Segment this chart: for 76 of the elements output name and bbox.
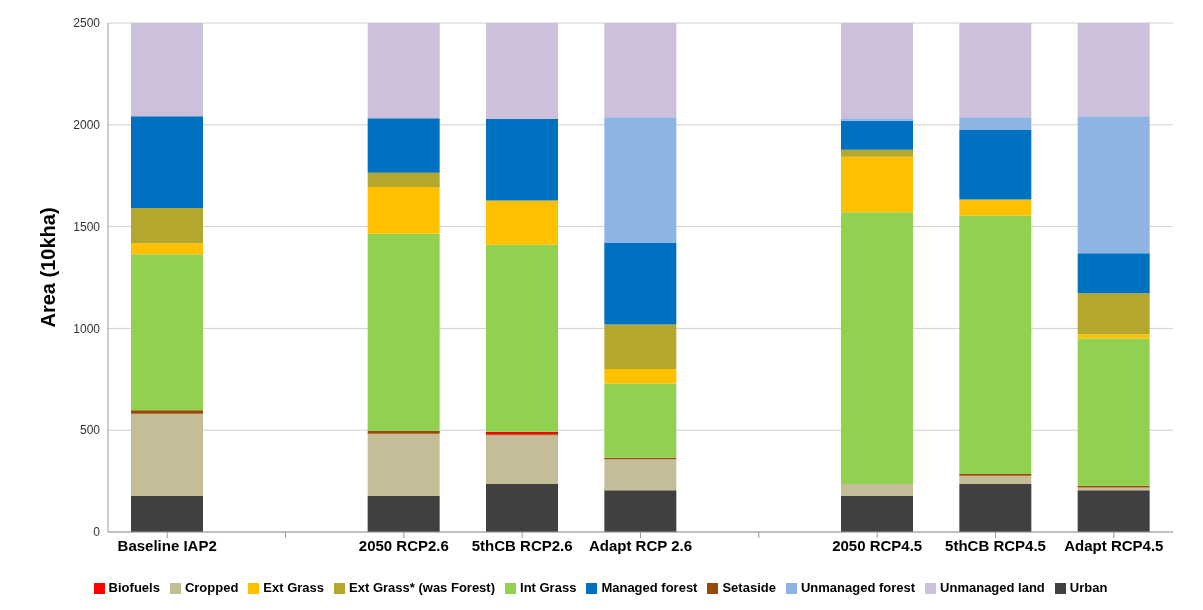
x-tick-label: Baseline IAP2 [117, 536, 217, 554]
legend-label: Unmanaged land [940, 580, 1045, 595]
bar [1077, 490, 1150, 532]
bar [841, 212, 913, 484]
bar [486, 118, 558, 201]
bar [604, 383, 677, 458]
bar [131, 410, 203, 414]
bar [841, 149, 913, 157]
bar [841, 156, 913, 213]
bar [131, 243, 203, 255]
bar [841, 483, 913, 496]
y-tick-label: 2500 [73, 16, 101, 31]
x-tick-label: 5thCB RCP4.5 [945, 536, 1046, 554]
legend-label: Setaside [722, 580, 776, 595]
legend-label: Urban [1069, 580, 1108, 595]
bar [1077, 23, 1150, 117]
bar [959, 117, 1032, 130]
legend-label: Ext Grass [263, 580, 325, 595]
x-tick-label: Adapt RCP 2.6 [588, 536, 693, 554]
bar [486, 244, 558, 432]
x-tick-label: 2050 RCP4.5 [832, 536, 923, 554]
y-tick-label: 1500 [73, 219, 101, 234]
bar [959, 483, 1032, 532]
y-tick-label: 0 [93, 525, 101, 540]
bar [604, 459, 677, 491]
x-tick-label: 5thCB RCP2.6 [471, 536, 573, 554]
bar [367, 430, 440, 434]
bar [486, 200, 558, 245]
bar [604, 368, 677, 384]
bar [367, 186, 440, 234]
bar [841, 495, 913, 532]
y-tick-label: 1000 [73, 321, 101, 336]
bar [131, 254, 203, 411]
bar [604, 117, 677, 244]
bar [604, 490, 677, 532]
bar [367, 233, 440, 431]
bar [841, 120, 913, 150]
bar [486, 23, 558, 119]
y-tick-label: 500 [79, 423, 101, 438]
bar [604, 324, 677, 369]
bar [1077, 334, 1150, 339]
bar [841, 23, 913, 119]
bar [367, 172, 440, 187]
bar [486, 435, 558, 484]
x-tick-label: 2050 RCP2.6 [358, 536, 449, 554]
bar [959, 475, 1032, 484]
legend-label: Managed forest [601, 580, 698, 595]
bar [959, 129, 1032, 200]
legend-label: Biofuels [108, 580, 160, 595]
bar [604, 243, 677, 325]
y-axis-title: Area (10kha) [37, 207, 60, 328]
bar [1077, 253, 1150, 294]
bar [367, 118, 440, 173]
legend-label: Int Grass [520, 580, 577, 595]
bar [959, 199, 1032, 216]
y-tick-label: 2000 [73, 118, 101, 133]
bar [1077, 116, 1150, 254]
bar [367, 433, 440, 496]
bar [131, 495, 203, 532]
bar [131, 208, 203, 244]
bar [131, 413, 203, 496]
bar [131, 23, 203, 117]
bar [367, 495, 440, 532]
bar [604, 23, 677, 118]
bar [959, 23, 1032, 118]
x-tick-label: Adapt RCP4.5 [1064, 536, 1164, 554]
bar [1077, 338, 1150, 486]
bar [367, 23, 440, 119]
bar [1077, 293, 1150, 335]
legend-label: Cropped [184, 580, 239, 595]
legend-label: Ext Grass* (was Forest) [349, 580, 496, 595]
bar [131, 116, 203, 209]
bar [841, 118, 913, 121]
legend-label: Unmanaged forest [800, 580, 916, 595]
bar [486, 483, 558, 532]
bar [959, 215, 1032, 474]
